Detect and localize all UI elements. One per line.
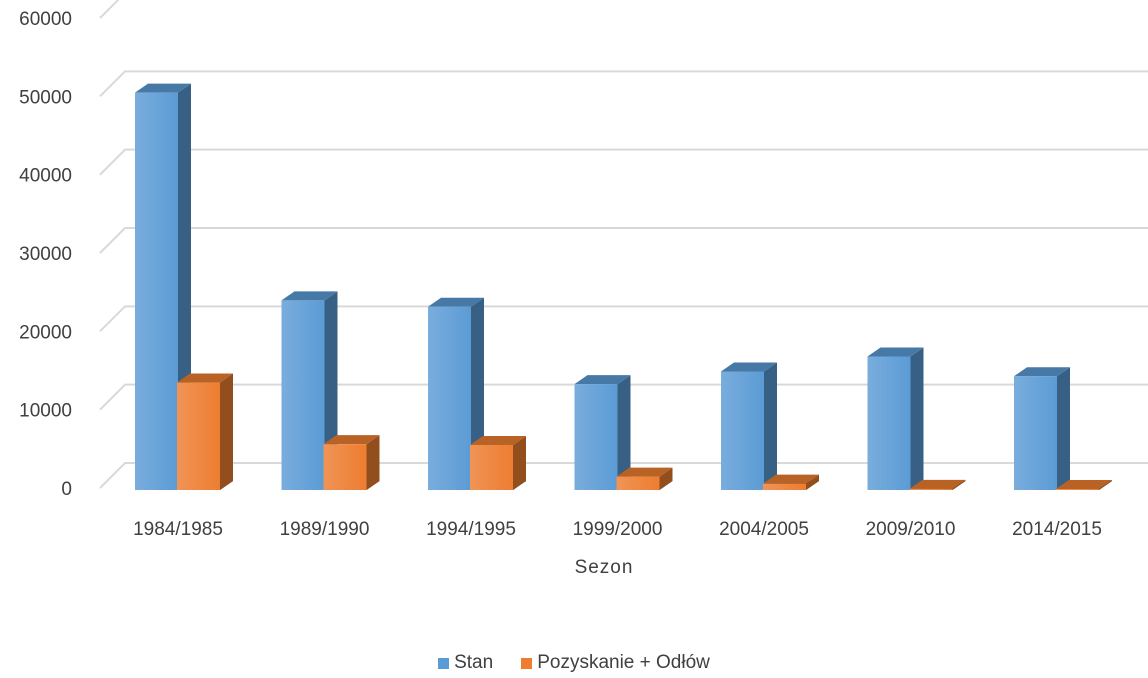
legend-swatch-stan bbox=[438, 657, 450, 669]
bar-top bbox=[428, 297, 484, 307]
bar-top bbox=[1014, 367, 1070, 377]
x-axis-tick-labels: 1984/1985 1989/1990 1994/1995 1999/2000 2004… bbox=[133, 519, 1102, 540]
x-tick-label: 1984/1985 bbox=[133, 519, 223, 540]
bar-top bbox=[135, 83, 191, 93]
bar-side bbox=[366, 435, 380, 490]
y-tick-label: 50000 bbox=[19, 87, 72, 108]
y-tick-label: 30000 bbox=[19, 244, 72, 265]
bar bbox=[281, 300, 325, 490]
bar-top bbox=[721, 362, 777, 372]
x-tick-label: 1989/1990 bbox=[280, 519, 370, 540]
gridline bbox=[99, 70, 1148, 98]
gridline bbox=[99, 305, 1148, 333]
bar-side bbox=[513, 435, 526, 490]
bar bbox=[867, 356, 911, 490]
gridline bbox=[99, 227, 1148, 254]
x-tick-label: 1999/2000 bbox=[573, 519, 663, 540]
bar-side bbox=[764, 362, 777, 490]
bar bbox=[616, 476, 660, 490]
bar-side bbox=[952, 479, 966, 490]
legend-label-pozyskanie: Pozyskanie + Odłów bbox=[537, 652, 710, 673]
bar-side bbox=[806, 474, 819, 490]
x-tick-label: 2004/2005 bbox=[719, 519, 809, 540]
bar bbox=[763, 483, 806, 490]
x-tick-label: 1994/1995 bbox=[426, 519, 516, 540]
legend-item-pozyskanie: Pozyskanie + Odłów bbox=[521, 652, 710, 674]
bar-top bbox=[909, 479, 966, 489]
legend-item-stan: Stan bbox=[438, 652, 493, 674]
bar-side bbox=[1099, 480, 1112, 490]
y-tick-label: 0 bbox=[61, 479, 72, 500]
bar bbox=[1014, 376, 1057, 490]
gridline bbox=[99, 383, 1148, 411]
bars bbox=[135, 83, 1112, 490]
bar bbox=[135, 92, 178, 490]
gridline bbox=[99, 0, 120, 19]
y-tick-label: 20000 bbox=[19, 322, 72, 343]
bar bbox=[428, 306, 471, 490]
bar-top bbox=[1056, 480, 1112, 489]
bar-side bbox=[659, 467, 673, 490]
bar bbox=[721, 371, 764, 490]
bar-top bbox=[867, 347, 924, 357]
gridline bbox=[99, 462, 1148, 489]
bar bbox=[323, 444, 367, 490]
bar-side bbox=[617, 375, 631, 490]
y-tick-label: 60000 bbox=[19, 9, 72, 30]
bar bbox=[177, 382, 220, 490]
x-tick-label: 2009/2010 bbox=[866, 519, 956, 540]
legend-label-stan: Stan bbox=[454, 652, 494, 673]
x-tick-label: 2014/2015 bbox=[1012, 519, 1102, 540]
gridline bbox=[99, 148, 1148, 176]
bar-top bbox=[763, 474, 819, 484]
y-tick-label: 10000 bbox=[19, 401, 72, 422]
bar-top bbox=[574, 375, 631, 385]
bar-top bbox=[323, 435, 380, 445]
bar bbox=[1056, 489, 1099, 490]
bar-side bbox=[910, 347, 924, 490]
legend-swatch-pozyskanie bbox=[521, 657, 533, 669]
bar-side bbox=[1057, 367, 1070, 490]
bar bbox=[909, 488, 953, 490]
y-axis-tick-labels: 0 10000 20000 30000 40000 50000 60000 bbox=[19, 9, 72, 500]
bar bbox=[574, 384, 618, 490]
bar-top bbox=[616, 467, 673, 477]
bar-top bbox=[177, 373, 233, 383]
y-tick-label: 40000 bbox=[19, 166, 72, 187]
bar-side bbox=[220, 373, 233, 490]
bar-top bbox=[281, 291, 338, 301]
x-axis-title: Sezon bbox=[575, 557, 634, 578]
bar bbox=[470, 444, 513, 490]
bar-top bbox=[470, 435, 526, 445]
gridlines bbox=[99, 0, 1148, 489]
legend: Stan Pozyskanie + Odłów bbox=[0, 652, 1148, 674]
